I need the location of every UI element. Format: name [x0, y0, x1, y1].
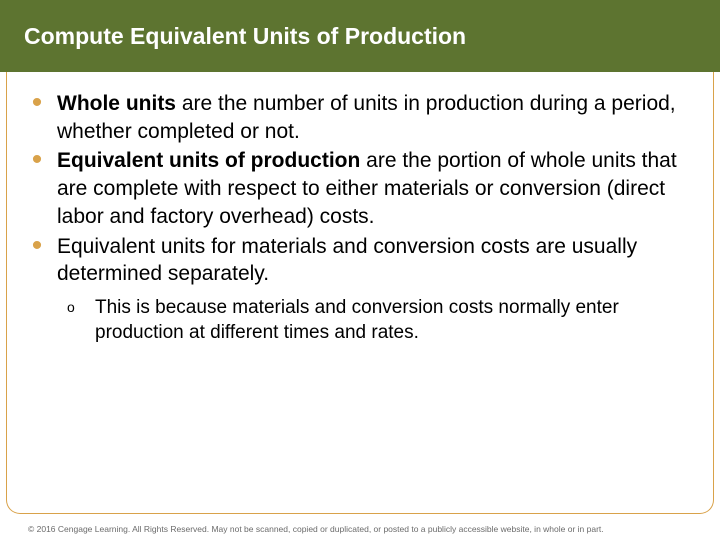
bullet-icon: • [17, 90, 57, 145]
bullet-bold: Whole units [57, 92, 176, 115]
bullet-list: • Whole units are the number of units in… [17, 90, 679, 345]
sub-bullet-text: This is because materials and conversion… [95, 296, 679, 345]
bullet-icon: • [17, 147, 57, 230]
bullet-rest: Equivalent units for materials and conve… [57, 235, 637, 286]
header-band: Compute Equivalent Units of Production [0, 0, 720, 72]
list-item: • Whole units are the number of units in… [17, 90, 679, 145]
bullet-text: Equivalent units for materials and conve… [57, 233, 679, 288]
bullet-text: Equivalent units of production are the p… [57, 147, 679, 230]
list-item: • Equivalent units for materials and con… [17, 233, 679, 288]
sub-list-item: o This is because materials and conversi… [67, 296, 679, 345]
bullet-bold: Equivalent units of production [57, 149, 360, 172]
list-item: • Equivalent units of production are the… [17, 147, 679, 230]
bullet-icon: • [17, 233, 57, 288]
copyright-footer: © 2016 Cengage Learning. All Rights Rese… [28, 524, 700, 534]
content-area: • Whole units are the number of units in… [6, 72, 714, 514]
bullet-text: Whole units are the number of units in p… [57, 90, 679, 145]
slide-title: Compute Equivalent Units of Production [24, 23, 466, 50]
sub-bullet-icon: o [67, 296, 95, 345]
